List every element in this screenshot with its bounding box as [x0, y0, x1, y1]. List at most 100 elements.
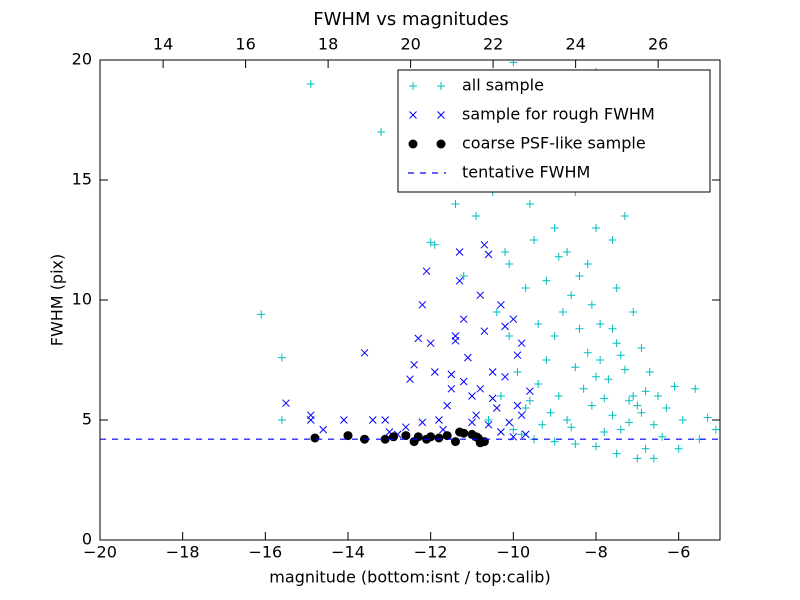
plus-marker: [583, 260, 592, 268]
x-marker: [306, 416, 315, 424]
x-marker: [472, 411, 480, 420]
plus-marker: [612, 449, 621, 458]
x2-tick-label: 18: [318, 35, 338, 54]
plus-marker: [596, 356, 605, 364]
plus-marker: [472, 212, 481, 220]
x-marker: [517, 339, 526, 348]
plus-marker: [612, 284, 621, 292]
plus-marker: [505, 260, 514, 268]
x2-tick-label: 22: [483, 35, 503, 54]
x-marker: [435, 416, 443, 424]
x-marker: [513, 351, 522, 360]
x-marker: [492, 404, 501, 412]
x-marker: [484, 250, 493, 259]
x-marker: [468, 392, 476, 400]
dot-marker: [436, 139, 446, 149]
plus-marker: [563, 416, 572, 424]
x-marker: [497, 300, 505, 309]
x-marker: [443, 401, 452, 410]
plus-marker: [426, 238, 435, 247]
dot-marker: [413, 432, 423, 442]
plus-marker: [649, 454, 658, 463]
x-marker: [505, 418, 514, 427]
x-tick-label: −18: [166, 543, 200, 562]
plus-marker: [277, 416, 286, 424]
y-tick-label: 10: [72, 290, 92, 309]
plus-marker: [484, 416, 493, 424]
plus-marker: [620, 365, 629, 374]
x-marker: [455, 248, 464, 256]
plus-marker: [492, 308, 501, 316]
plus-marker: [608, 324, 617, 333]
dot-marker: [473, 433, 483, 443]
plus-marker: [604, 375, 613, 384]
plus-marker: [517, 430, 526, 439]
x-marker: [381, 416, 390, 424]
plus-marker: [509, 60, 518, 67]
plus-marker: [567, 423, 576, 432]
x-marker: [476, 384, 485, 393]
plus-marker: [575, 324, 584, 333]
plus-marker: [575, 272, 584, 280]
x-marker: [509, 315, 518, 324]
plus-marker: [600, 394, 609, 403]
plus-marker: [509, 425, 518, 434]
x-marker: [488, 394, 497, 403]
x-marker: [368, 416, 377, 424]
plus-marker: [649, 420, 658, 429]
plus-marker: [277, 353, 286, 362]
plus-marker: [567, 291, 576, 300]
plus-marker: [662, 404, 671, 412]
plus-marker: [678, 416, 687, 424]
x-marker: [447, 370, 456, 379]
y-tick-label: 5: [82, 410, 92, 429]
x-marker: [501, 372, 509, 381]
x-marker: [406, 375, 414, 384]
x-marker: [426, 339, 435, 348]
x2-tick-label: 16: [235, 35, 255, 54]
x-marker: [447, 384, 456, 393]
x-tick-label: −10: [496, 543, 530, 562]
plus-marker: [592, 372, 600, 381]
y-axis-label: FWHM (pix): [48, 254, 67, 347]
x-marker: [517, 411, 526, 420]
legend-label: all sample: [462, 76, 544, 95]
x-marker: [521, 430, 530, 439]
x-marker: [319, 425, 328, 434]
plus-marker: [620, 212, 629, 220]
plus-marker: [501, 248, 510, 256]
x-marker: [526, 387, 534, 396]
plus-marker: [600, 428, 609, 436]
x-tick-label: −20: [83, 543, 117, 562]
plus-marker: [637, 344, 646, 352]
plot-area: −20 −18 −16 −14 −12 −10 −8 −6 14 16 18 20 22 24 26 0 5 10…: [72, 35, 721, 562]
plus-marker: [654, 392, 662, 400]
x-tick-label: −6: [667, 543, 691, 562]
plus-marker: [612, 339, 621, 348]
legend-label: sample for rough FWHM: [462, 105, 655, 124]
x-marker: [451, 332, 460, 340]
plus-marker: [645, 368, 654, 376]
plus-marker: [629, 308, 638, 316]
x-marker: [464, 353, 472, 362]
plus-marker: [437, 82, 445, 90]
plus-marker: [550, 224, 559, 232]
plus-marker: [596, 320, 605, 328]
y-tick-label: 15: [72, 170, 92, 189]
plus-marker: [571, 363, 580, 372]
x-marker: [484, 420, 493, 429]
x-marker: [282, 399, 290, 408]
x-marker: [414, 334, 423, 343]
dot-marker: [388, 432, 398, 442]
plus-marker: [691, 384, 700, 393]
plus-marker: [608, 411, 617, 420]
plus-marker: [409, 82, 417, 90]
x-marker: [501, 322, 509, 331]
plus-marker: [558, 308, 567, 316]
plus-marker: [703, 413, 712, 422]
y-tick-label: 0: [82, 530, 92, 549]
dot-marker: [450, 437, 460, 447]
legend-box: [397, 69, 711, 193]
plus-marker: [583, 348, 592, 357]
